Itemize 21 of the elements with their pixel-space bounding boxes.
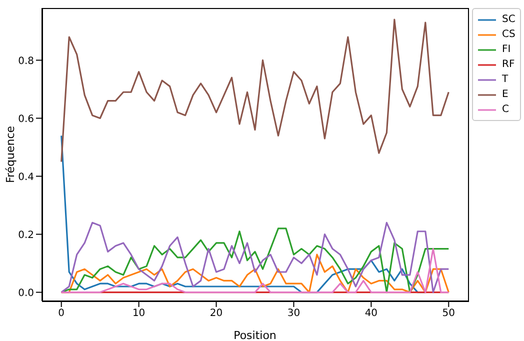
- legend-label: SC: [502, 13, 516, 27]
- y-tick-label: 0.8: [18, 56, 34, 67]
- x-tick-label: 30: [287, 308, 300, 320]
- legend-label: FI: [502, 43, 511, 57]
- legend-label: CS: [502, 28, 516, 42]
- x-tick-label: 50: [442, 308, 456, 320]
- legend-label: C: [502, 103, 509, 117]
- legend-label: E: [502, 88, 508, 102]
- legend-label: RF: [502, 58, 515, 72]
- x-tick-label: 40: [364, 308, 378, 320]
- x-axis-title: Position: [234, 329, 276, 341]
- x-tick-label: 10: [132, 308, 146, 320]
- y-tick-label: 0.0: [18, 288, 34, 299]
- y-tick-label: 0.2: [18, 230, 34, 241]
- y-tick-label: 0.4: [18, 172, 34, 183]
- line-series: [60, 18, 450, 163]
- legend-label: T: [502, 73, 508, 87]
- x-tick-label: 0: [58, 308, 65, 320]
- x-tick-label: 20: [210, 308, 223, 320]
- y-tick-label: 0.6: [18, 114, 34, 125]
- y-axis-title: Fréquence: [4, 126, 17, 184]
